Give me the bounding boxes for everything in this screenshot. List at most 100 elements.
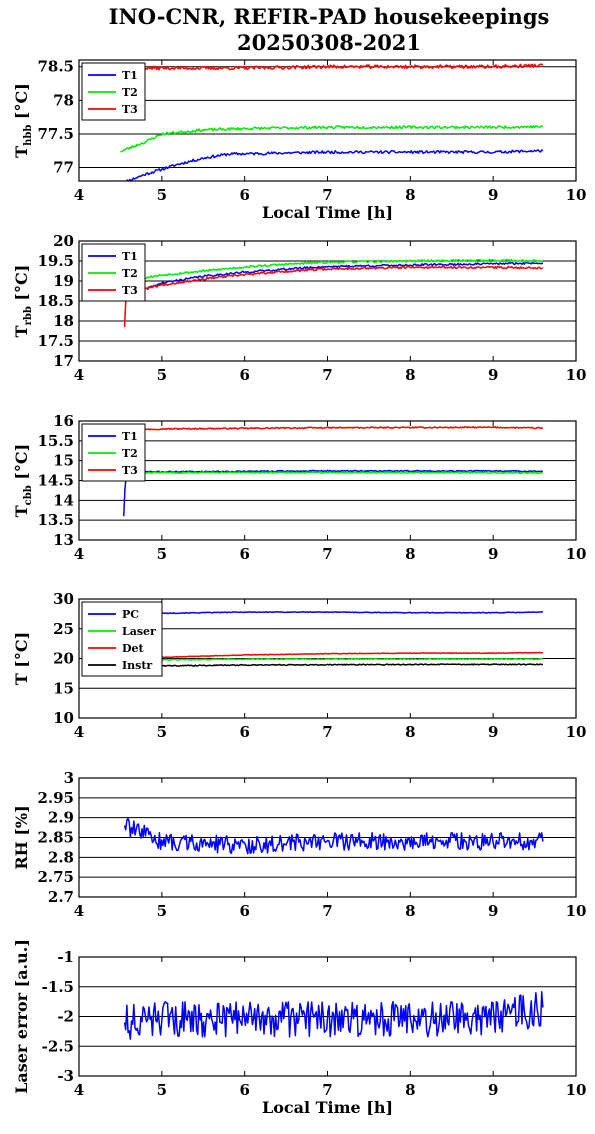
plot-area [119, 63, 544, 181]
legend-label: T1 [122, 250, 138, 263]
y-tick-label: -1 [57, 948, 74, 966]
x-tick-label: 7 [322, 545, 332, 563]
x-tick-label: 4 [74, 366, 84, 384]
y-tick-label: 18 [53, 312, 74, 330]
series-line-t2 [124, 471, 543, 475]
y-axis-label: T [°C] [12, 632, 31, 685]
x-tick-label: 10 [566, 1081, 587, 1099]
x-tick-label: 7 [322, 366, 332, 384]
x-tick-label: 8 [405, 1081, 415, 1099]
y-tick-label: 25 [53, 620, 74, 638]
y-tick-label: -2 [57, 1008, 74, 1026]
legend-label: T2 [122, 447, 138, 460]
y-tick-label: -3 [57, 1067, 74, 1085]
legend-label: T2 [122, 86, 138, 99]
plot-frame [78, 59, 577, 182]
x-tick-label: 6 [239, 902, 249, 920]
legend-label: Laser [122, 625, 156, 638]
y-axis-label-main: T [12, 325, 31, 337]
x-tick-label: 6 [239, 366, 249, 384]
legend: T1 T2 T3 [81, 423, 146, 482]
y-tick-label: 15 [53, 452, 74, 470]
series-line-data [123, 991, 544, 1040]
y-tick-label: 2.85 [37, 829, 74, 847]
chart-panel-2: 17 17.5 18 18.5 19 19.5 20 4 5 6 7 8 9 10 T1 T2 T3 Trbb [… [12, 232, 586, 384]
x-tick-label: 6 [239, 186, 249, 204]
legend-label: T3 [122, 103, 138, 116]
x-tick-label: 8 [405, 723, 415, 741]
y-tick-label: 16 [53, 412, 74, 430]
x-tick-label: 9 [488, 902, 498, 920]
legend-label: PC [122, 608, 139, 621]
y-tick-label: -1.5 [42, 978, 74, 996]
series-line-t1 [124, 261, 544, 298]
plot-frame [78, 777, 577, 898]
y-axis-label-main: RH [%] [12, 805, 31, 869]
x-tick-label: 8 [405, 545, 415, 563]
x-tick-label: 4 [74, 186, 84, 204]
x-tick-label: 10 [566, 902, 587, 920]
x-tick-label: 5 [157, 902, 167, 920]
x-tick-label: 9 [488, 723, 498, 741]
y-axis-label-unit: [°C] [12, 265, 31, 306]
y-tick-label: 2.9 [48, 809, 74, 827]
y-tick-label: 30 [53, 590, 74, 608]
y-tick-label: 2.95 [37, 789, 74, 807]
plot-area [122, 426, 543, 517]
y-tick-label: 15 [53, 679, 74, 697]
legend-label: T3 [122, 284, 138, 297]
y-tick-label: 2.8 [48, 848, 74, 866]
plot-area [123, 817, 544, 855]
y-tick-label: 14.5 [37, 472, 74, 490]
legend-label: T1 [122, 430, 138, 443]
x-tick-label: 7 [322, 902, 332, 920]
y-tick-label: 78 [53, 91, 74, 109]
y-tick-label: 17.5 [37, 332, 74, 350]
y-axis-label-sub: cbb [23, 485, 34, 505]
x-tick-label: 10 [566, 186, 587, 204]
y-tick-label: 3 [64, 769, 74, 787]
y-tick-label: 17 [53, 352, 74, 370]
legend-label: T3 [122, 464, 138, 477]
series-line-t2 [124, 258, 544, 283]
series-line-det [124, 651, 544, 660]
y-tick-label: -2.5 [42, 1037, 74, 1055]
x-tick-label: 8 [405, 366, 415, 384]
x-tick-label: 6 [239, 545, 249, 563]
x-axis-label: Local Time [h] [262, 1098, 393, 1117]
y-tick-label: 77.5 [37, 125, 74, 143]
x-tick-label: 4 [74, 545, 84, 563]
x-tick-label: 9 [488, 1081, 498, 1099]
y-tick-label: 10 [53, 709, 74, 727]
x-tick-label: 9 [488, 545, 498, 563]
x-tick-label: 4 [74, 902, 84, 920]
series-line-t3 [124, 426, 543, 431]
x-tick-label: 9 [488, 186, 498, 204]
plot-frame [78, 240, 577, 362]
series-line-pc [124, 611, 544, 616]
x-tick-label: 9 [488, 366, 498, 384]
y-tick-label: 2.75 [37, 868, 74, 886]
plot-area [123, 991, 544, 1040]
legend: T1 T2 T3 [81, 62, 146, 121]
x-tick-label: 6 [239, 1081, 249, 1099]
y-axis-label-main: T [12, 505, 31, 517]
y-tick-label: 13.5 [37, 511, 74, 529]
y-axis-label: Laser error [a.u.] [12, 939, 31, 1094]
x-tick-label: 8 [405, 186, 415, 204]
legend-label: T2 [122, 267, 138, 280]
series-line-t1 [125, 149, 544, 181]
y-axis-label: RH [%] [12, 805, 31, 869]
series-line-data [123, 817, 544, 855]
legend-label: Det [122, 642, 145, 655]
y-tick-label: 78.5 [37, 58, 74, 76]
y-tick-label: 18.5 [37, 292, 74, 310]
x-tick-label: 7 [322, 1081, 332, 1099]
x-tick-label: 5 [157, 366, 167, 384]
x-tick-label: 8 [405, 902, 415, 920]
y-axis-label-sub: rbb [23, 306, 34, 325]
y-axis-label-main: T [12, 146, 31, 158]
plot-frame [78, 598, 577, 719]
